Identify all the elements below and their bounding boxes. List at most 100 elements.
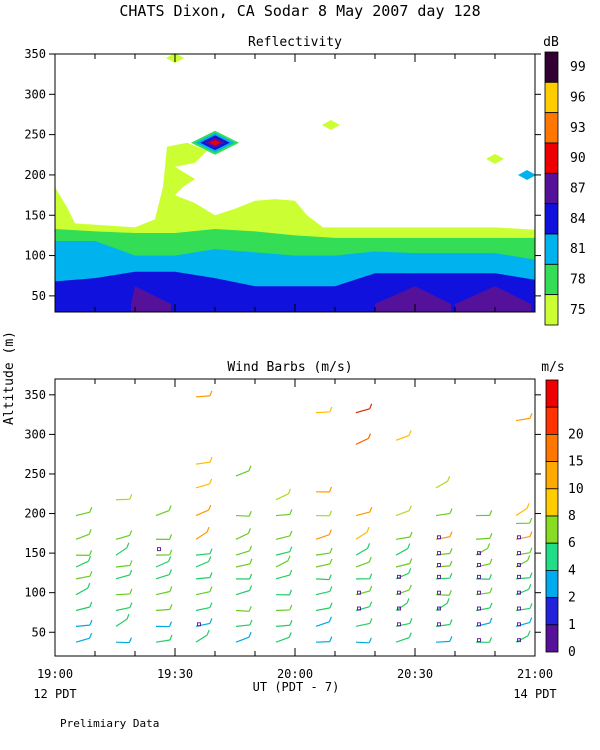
calm-point: [437, 574, 441, 579]
wind-barb: [75, 619, 93, 627]
reflectivity-ytick-label: 150: [24, 208, 46, 222]
wind-barb: [515, 630, 531, 643]
wind-barb: [275, 604, 293, 612]
reflectivity-colorbar: 75 78 81 84 87 90 93 96 99: [544, 51, 586, 326]
wind-barb: [275, 620, 293, 627]
reflectivity-ytick-label: 50: [32, 289, 46, 303]
reflectivity-band: [131, 286, 171, 312]
wind-barb: [355, 526, 370, 540]
wind-barb: [235, 573, 253, 580]
reflectivity-colorbar-swatch: [544, 51, 559, 83]
calm-point: [517, 590, 521, 595]
wind-barb: [395, 568, 412, 580]
wind-barb: [315, 616, 332, 627]
wind-barb: [475, 558, 493, 568]
wind-barb: [155, 586, 173, 596]
reflectivity-ytick-label: 200: [24, 168, 46, 182]
reflectivity-axes: 50 100 150 200 250 300 350: [24, 47, 541, 313]
wind-barb: [435, 508, 453, 517]
wind-colorbar-swatch: [545, 515, 559, 544]
wind-barb: [275, 546, 293, 556]
reflectivity-colorbar-swatch: [544, 233, 559, 265]
wind-barb: [315, 586, 333, 596]
wind-barb: [195, 586, 213, 596]
wind-barb: [395, 430, 412, 441]
wind-barb: [75, 555, 92, 568]
calm-point: [397, 622, 401, 627]
wind-colorbar-unit: m/s: [541, 360, 564, 375]
wind-barb: [395, 558, 413, 568]
reflectivity-colorbar-label: 87: [570, 182, 586, 197]
wind-barbs-panel: Wind Barbs (m/s) m/s 5010015020025030035…: [24, 360, 583, 681]
wind-barb: [515, 584, 532, 596]
calm-point: [437, 563, 441, 567]
reflectivity-colorbar-swatch: [544, 81, 559, 114]
calm-point: [357, 590, 361, 595]
calm-point: [517, 551, 521, 556]
wind-barb: [475, 617, 493, 627]
calm-point: [477, 638, 481, 643]
wind-barb: [395, 543, 411, 556]
wind-barb: [75, 601, 93, 612]
wind-barb: [515, 517, 533, 525]
wind-barb: [195, 390, 213, 398]
wind-barb: [355, 543, 371, 556]
wind-barb: [195, 526, 210, 540]
wind-barb: [195, 504, 212, 517]
wind-barb: [195, 618, 213, 627]
calm-point: [477, 606, 481, 611]
wind-colorbar-swatch: [545, 488, 559, 517]
wind-barb: [475, 533, 493, 540]
wind-barb: [355, 573, 373, 580]
reflectivity-colorbar-label: 78: [570, 273, 586, 288]
wind-barb: [275, 530, 293, 540]
reflectivity-title: Reflectivity: [248, 35, 342, 50]
wind-ytick-label: 100: [24, 586, 46, 600]
calm-point: [437, 535, 441, 540]
wind-barb: [115, 542, 130, 556]
wind-barb: [515, 413, 533, 422]
reflectivity-contours: [55, 53, 536, 312]
calm-point: [477, 622, 481, 627]
reflectivity-ytick-label: 350: [24, 47, 46, 61]
reflectivity-colorbar-label: 96: [570, 91, 586, 106]
reflectivity-ytick-label: 100: [24, 249, 46, 263]
calm-point: [397, 606, 401, 611]
wind-barb: [75, 632, 93, 643]
reflectivity-frame: [54, 53, 536, 313]
wind-barb: [355, 601, 373, 612]
reflectivity-colorbar-label: 84: [570, 212, 586, 227]
wind-barb: [315, 529, 332, 540]
calm-point: [477, 590, 481, 595]
local-time-right: 14 PDT: [513, 687, 556, 701]
wind-barb: [315, 558, 333, 568]
wind-barb: [355, 618, 373, 627]
wind-barb: [115, 602, 133, 612]
wind-colorbar-label: 1: [568, 618, 576, 633]
wind-barb: [475, 543, 491, 556]
wind-barb: [315, 547, 333, 556]
calm-point: [517, 563, 521, 567]
reflectivity-colorbar-swatch: [544, 294, 559, 326]
reflectivity-cell: [518, 169, 536, 180]
wind-barb: [235, 606, 252, 612]
wind-barb: [275, 488, 291, 501]
wind-colorbar-label: 20: [568, 427, 584, 442]
wind-barb: [395, 505, 412, 517]
calm-point: [517, 535, 521, 540]
wind-barb: [75, 506, 93, 517]
wind-barb: [475, 510, 493, 517]
reflectivity-colorbar-swatch: [544, 142, 559, 174]
reflectivity-band: [455, 286, 531, 312]
reflectivity-colorbar-label: 81: [570, 242, 586, 257]
calm-point: [437, 590, 441, 595]
wind-barb: [515, 503, 530, 517]
calm-point: [437, 551, 441, 556]
wind-barb: [195, 556, 212, 568]
wind-barb: [155, 534, 173, 541]
reflectivity-colorbar-label: 99: [570, 60, 586, 75]
wind-colorbar-label: 6: [568, 536, 576, 551]
wind-barb: [275, 632, 292, 643]
wind-barb: [355, 556, 372, 568]
